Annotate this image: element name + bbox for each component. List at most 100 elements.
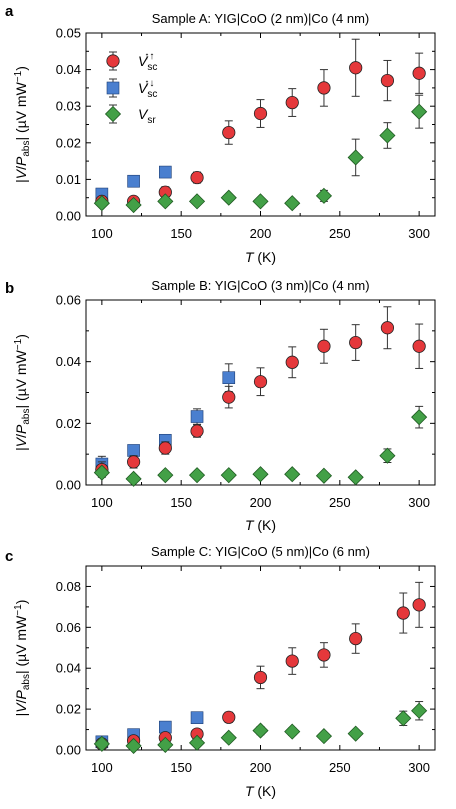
data-point-sr [93,464,110,481]
y-tick-label: 0.04 [56,62,81,77]
x-tick-label: 150 [170,495,192,510]
data-point-sc_parallel [349,61,363,75]
series-sc_anti [95,363,236,473]
data-point-sr [395,710,412,727]
x-tick-label: 200 [250,226,272,241]
x-tick-label: 250 [329,495,351,510]
panel-letter: a [5,3,14,20]
data-point-sc_parallel [253,670,268,685]
data-point-sr [157,193,174,210]
y-tick-label: 0.04 [56,661,81,676]
y-axis-label: |V/Pabs| (µV mW−1) [13,66,32,183]
chart-panel-b: b Sample B: YIG|CoO (3 nm)|Co (4 nm) 100 15… [5,278,436,533]
y-axis-label: |V/Pabs| (µV mW−1) [13,600,32,717]
y-tick-label: 0.03 [56,99,81,114]
data-point-sc_parallel [396,606,410,620]
data-point-sc_parallel [380,321,395,335]
data-point-sc_parallel [222,125,236,140]
x-tick-label: 200 [250,495,272,510]
data-point-sr [220,729,237,746]
data-point-sc_anti [190,711,204,724]
data-point-sr [315,467,333,484]
x-tick-label: 250 [329,760,351,775]
data-point-sc_parallel [349,631,363,646]
x-tick-label: 300 [408,226,430,241]
data-point-sr [188,734,206,751]
data-point-sr [188,193,206,210]
data-point-sr [284,195,301,212]
data-point-sr [347,725,364,742]
data-point-sc_parallel [126,455,141,469]
data-point-sc_parallel [317,648,331,662]
legend-marker-sc_parallel [106,54,120,68]
legend-label-sc_parallel: Vsc↑↑ [138,51,157,73]
plot-frame [85,565,436,751]
data-point-sc_parallel [412,339,426,353]
x-tick-label: 150 [170,760,192,775]
x-tick-label: 100 [91,760,113,775]
data-point-sr [379,447,396,464]
legend-label-sc_anti: Vsc↑↓ [138,78,157,100]
y-tick-label: 0.04 [56,354,81,369]
data-point-sc_parallel [158,441,172,455]
data-point-sc_parallel [349,335,363,350]
x-tick-label: 250 [329,226,351,241]
data-point-sc_anti [127,174,140,188]
x-tick-label: 150 [170,226,192,241]
data-point-sc_parallel [190,170,204,185]
data-point-sr [315,728,333,745]
data-point-sr [220,467,237,484]
x-axis-label: T (K) [245,249,276,265]
data-point-sc_parallel [285,355,299,369]
x-tick-label: 100 [91,226,113,241]
chart-panel-a: a Sample A: YIG|CoO (2 nm)|Co (4 nm) 100 15… [5,3,436,265]
data-point-sr [284,723,301,740]
y-tick-label: 0.02 [56,702,81,717]
data-point-sc_anti [127,444,140,457]
series-sc_parallel [95,306,426,478]
data-point-sc_anti [190,410,204,423]
x-axis-label: T (K) [245,783,276,799]
y-tick-label: 0.06 [56,293,81,308]
data-point-sc_parallel [253,375,268,389]
data-point-sc_parallel [285,95,299,110]
chart-title: Sample A: YIG|CoO (2 nm)|Co (4 nm) [152,11,369,26]
data-point-sc_parallel [412,598,426,612]
data-point-sr [125,470,142,487]
y-tick-label: 0.02 [56,135,81,150]
series-sr [93,94,428,214]
data-point-sc_parallel [285,654,299,668]
data-point-sc_parallel [380,73,395,88]
data-point-sc_parallel [190,424,204,438]
panel-letter: b [5,280,14,297]
data-point-sc_anti [159,165,172,179]
data-point-sr [93,195,110,212]
data-point-sc_parallel [317,81,331,95]
x-tick-label: 200 [250,760,272,775]
data-point-sr [411,409,428,426]
series-sc_parallel [95,38,426,208]
data-point-sc_parallel [253,106,268,121]
legend-marker-sr [104,105,122,123]
data-point-sr [220,189,237,206]
x-axis-label: T (K) [245,517,276,533]
y-tick-label: 0.00 [56,478,81,493]
data-point-sc_parallel [317,339,331,353]
data-point-sr [284,466,301,483]
data-point-sr [252,722,269,739]
data-point-sr [379,127,396,144]
chart-panel-c: c Sample C: YIG|CoO (5 nm)|Co (6 nm) 100 15… [5,544,436,799]
legend-marker-sc_anti [106,81,120,95]
x-tick-label: 100 [91,495,113,510]
legend: Vsc↑↑ Vsc↑↓ Vsr [104,51,157,126]
series-sr [93,405,428,487]
chart-title: Sample B: YIG|CoO (3 nm)|Co (4 nm) [151,278,369,293]
data-point-sr [188,467,206,484]
y-tick-label: 0.00 [56,209,81,224]
data-point-sc_parallel [412,66,426,80]
data-point-sc_parallel [222,710,236,724]
data-point-sr [93,735,110,752]
series-sr [93,701,428,754]
y-tick-label: 0.05 [56,26,81,41]
